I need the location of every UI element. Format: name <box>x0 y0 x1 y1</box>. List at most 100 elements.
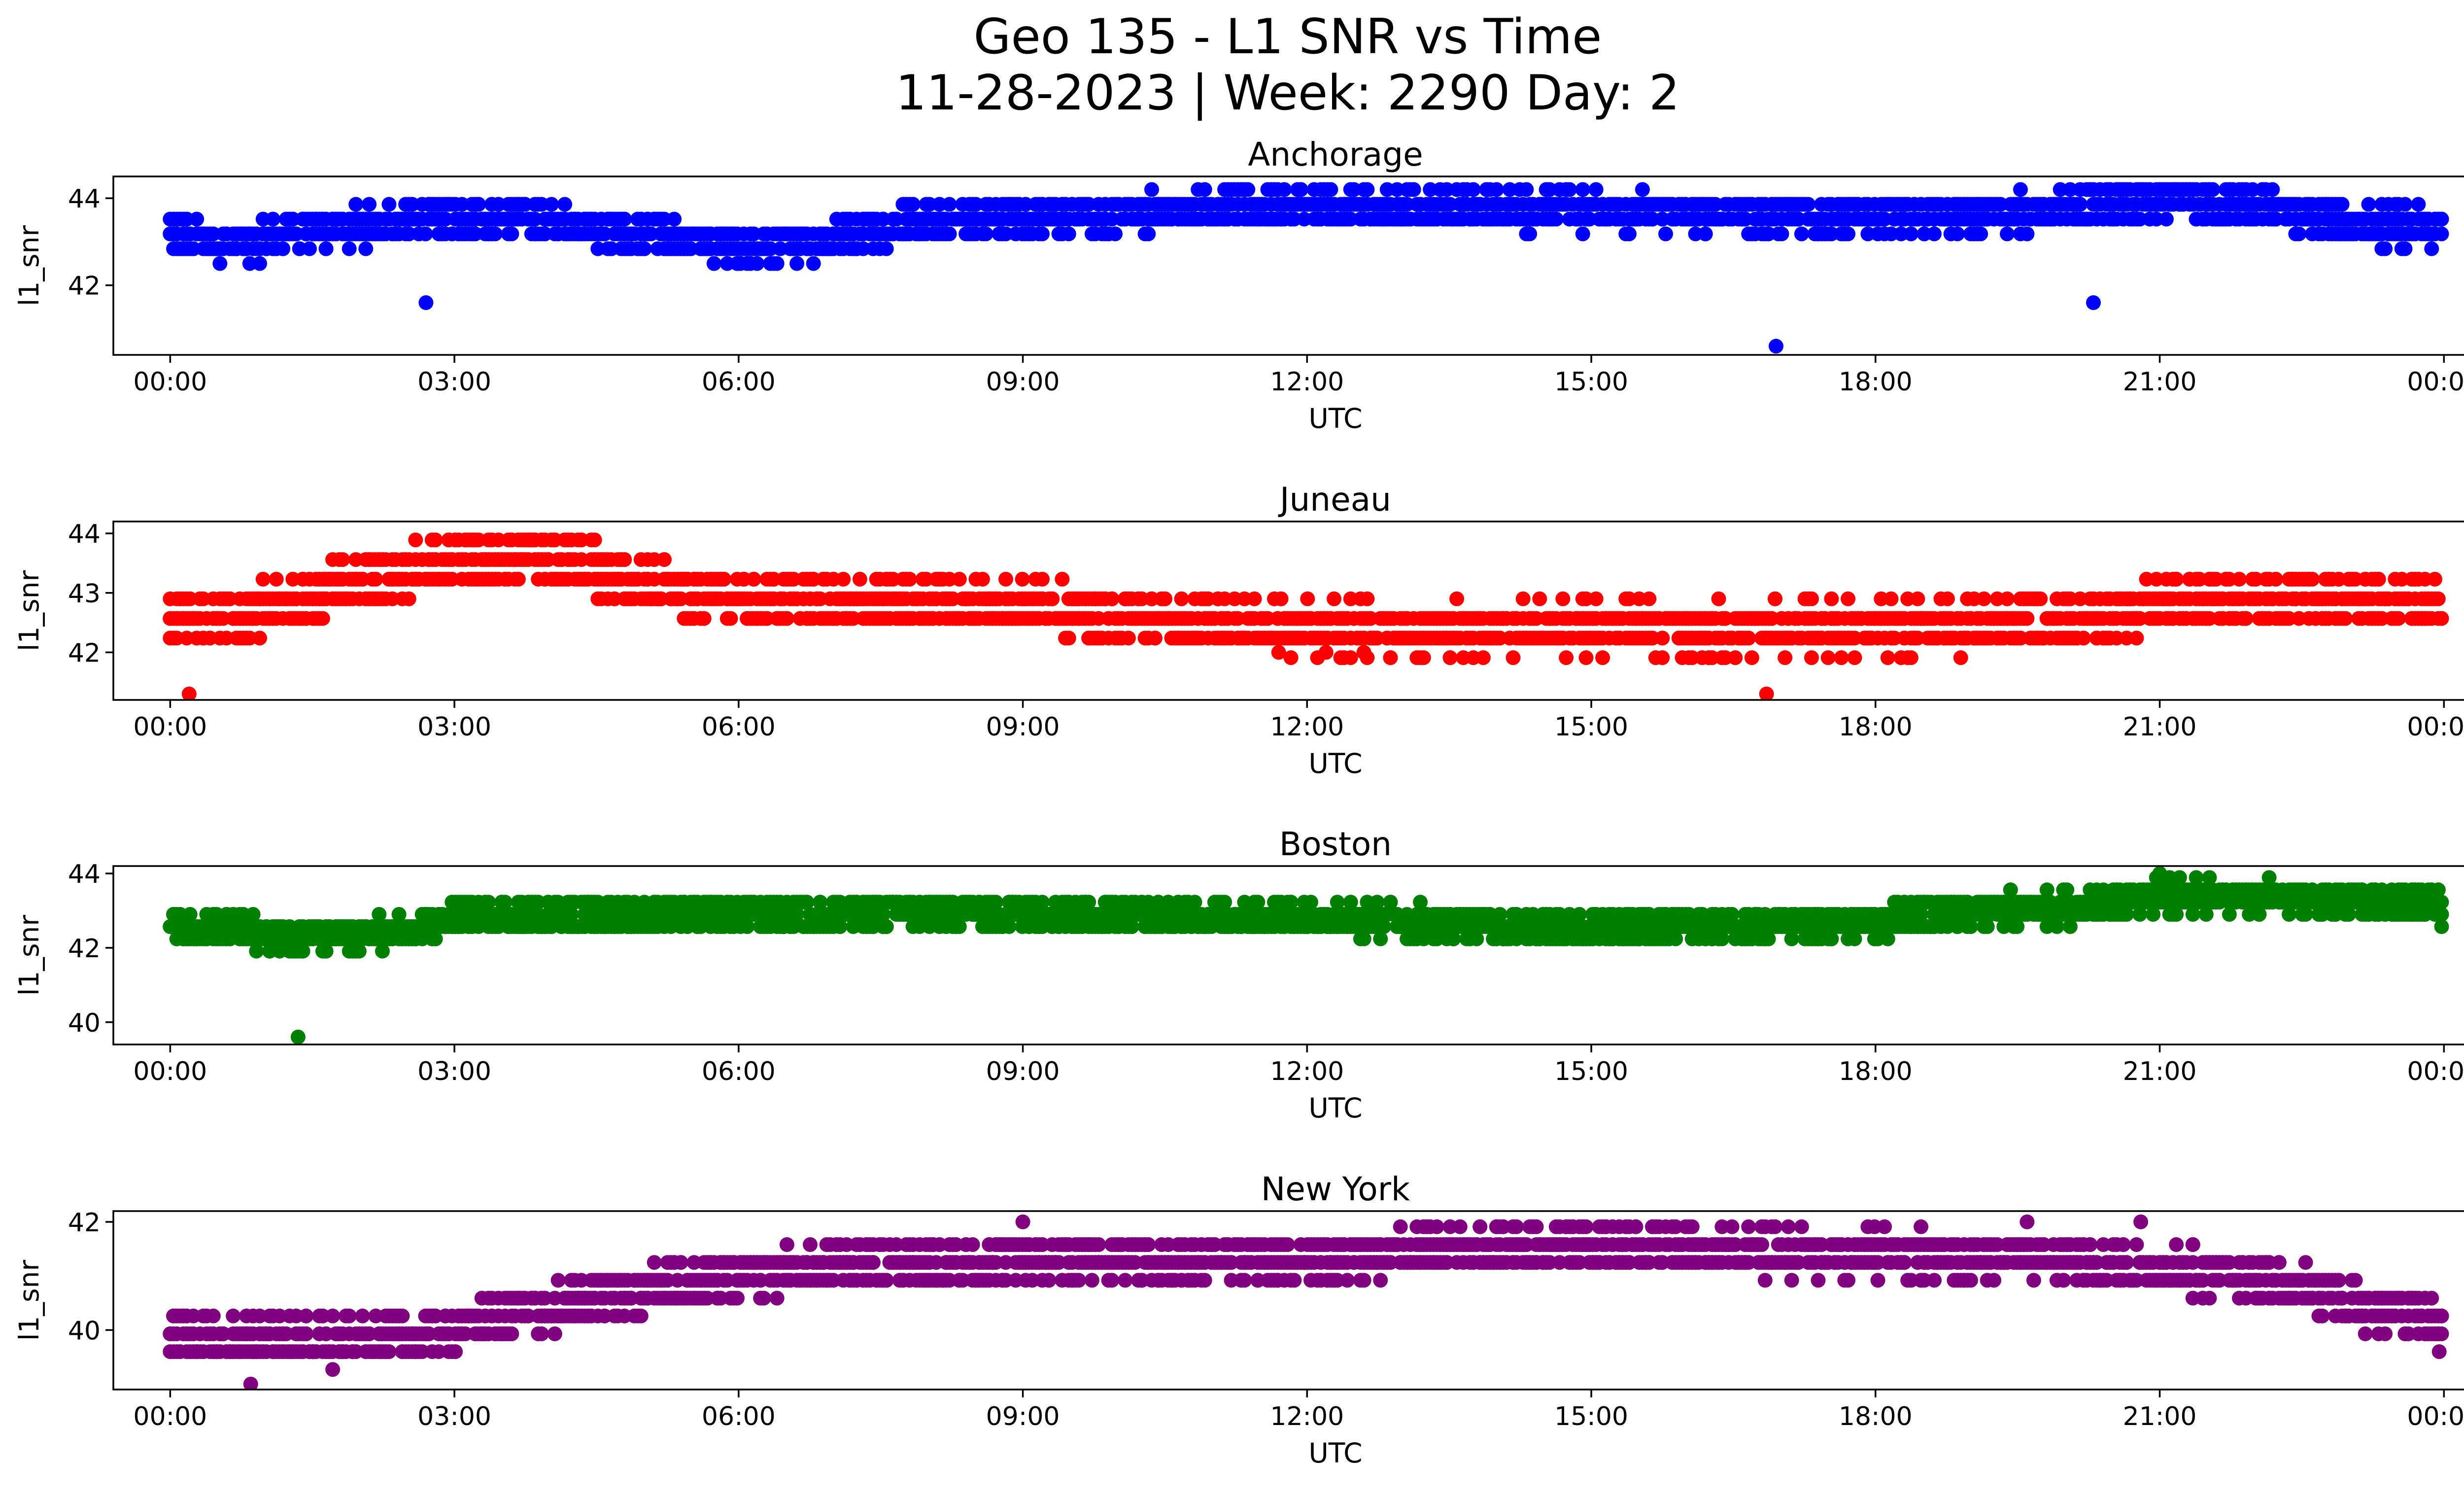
data-point <box>1927 226 1942 242</box>
data-point <box>1642 591 1657 606</box>
data-point <box>2371 572 2386 587</box>
data-point <box>1880 650 1895 665</box>
data-point <box>2169 572 2184 587</box>
data-point <box>1883 591 1899 606</box>
data-point <box>362 197 377 212</box>
data-point <box>740 919 755 934</box>
data-point <box>1774 226 1789 242</box>
data-point <box>1174 591 1189 606</box>
x-tick-label: 18:00 <box>1839 367 1913 397</box>
data-point <box>1588 591 1604 606</box>
data-point <box>942 197 957 212</box>
data-point <box>1622 226 1637 242</box>
data-point <box>1841 591 1856 606</box>
x-axis-label: UTC <box>1308 748 1362 779</box>
data-point <box>1778 650 1793 665</box>
data-point <box>295 943 310 959</box>
data-point <box>1834 650 1849 665</box>
x-tick-label: 06:00 <box>702 367 776 397</box>
axes-frame <box>112 175 2464 356</box>
data-point <box>375 943 390 959</box>
data-point <box>1744 650 1759 665</box>
data-point <box>667 211 682 227</box>
data-point <box>656 552 672 567</box>
data-point <box>876 907 890 922</box>
data-point <box>2019 226 2035 242</box>
y-tick-label: 44 <box>68 184 101 214</box>
data-point <box>998 572 1013 587</box>
data-point <box>1950 226 1965 242</box>
data-point <box>302 241 317 256</box>
data-point <box>269 572 284 587</box>
data-point <box>879 241 894 256</box>
data-point <box>1976 591 1991 606</box>
x-tick-label: 03:00 <box>417 367 491 397</box>
data-point <box>1575 226 1590 242</box>
data-point <box>942 226 957 242</box>
data-point <box>789 256 805 271</box>
data-point <box>905 197 921 212</box>
data-point <box>504 226 519 242</box>
data-point <box>2305 572 2320 587</box>
data-point-outlier <box>2086 295 2101 310</box>
data-point <box>1953 650 1968 665</box>
data-point <box>511 572 526 587</box>
data-point <box>2076 630 2091 646</box>
data-point <box>806 256 821 271</box>
x-tick-label: 09:00 <box>986 367 1060 397</box>
data-point <box>2205 182 2221 197</box>
data-point <box>564 907 579 922</box>
data-point <box>1247 591 1262 606</box>
axes-frame <box>112 521 2464 701</box>
data-point <box>428 931 443 946</box>
data-point <box>381 197 397 212</box>
data-point <box>1300 591 1315 606</box>
data-point <box>952 572 967 587</box>
subplot-title: Juneau <box>1278 481 1391 519</box>
data-point <box>1635 182 1650 197</box>
data-point <box>1578 650 1594 665</box>
data-point <box>769 256 785 271</box>
data-point <box>481 895 496 910</box>
data-point <box>717 572 731 587</box>
data-point <box>2292 226 2307 242</box>
x-tick-label: 12:00 <box>1270 712 1344 742</box>
data-point <box>2361 197 2376 212</box>
x-tick-label: 15:00 <box>1554 367 1628 397</box>
data-point <box>1595 650 1610 665</box>
data-point <box>342 241 357 256</box>
data-point <box>1559 650 1574 665</box>
data-point <box>2397 197 2413 212</box>
data-point <box>1293 182 1308 197</box>
data-point <box>318 241 334 256</box>
data-point <box>471 197 486 212</box>
data-point <box>1277 182 1292 197</box>
data-point <box>2232 572 2247 587</box>
scatter-series <box>163 532 2449 700</box>
data-point <box>1144 182 1159 197</box>
data-point <box>2430 591 2446 606</box>
data-point <box>696 611 712 626</box>
data-point <box>2019 611 2035 626</box>
data-point <box>975 572 990 587</box>
data-point <box>358 241 374 256</box>
data-point <box>1045 591 1060 606</box>
x-tick-label: 09:00 <box>986 712 1060 742</box>
data-point <box>2378 241 2393 256</box>
data-point <box>1035 226 1050 242</box>
data-point <box>2268 572 2284 587</box>
data-point <box>2238 611 2254 626</box>
data-point <box>1532 591 1547 606</box>
x-tick-label: 15:00 <box>1554 712 1628 742</box>
data-point-outlier <box>1769 339 1783 354</box>
data-point-outlier <box>1318 645 1334 660</box>
data-point <box>2000 226 2015 242</box>
data-point <box>836 572 851 587</box>
data-point <box>1562 182 1577 197</box>
data-point <box>1283 650 1299 665</box>
data-point <box>1108 226 1123 242</box>
